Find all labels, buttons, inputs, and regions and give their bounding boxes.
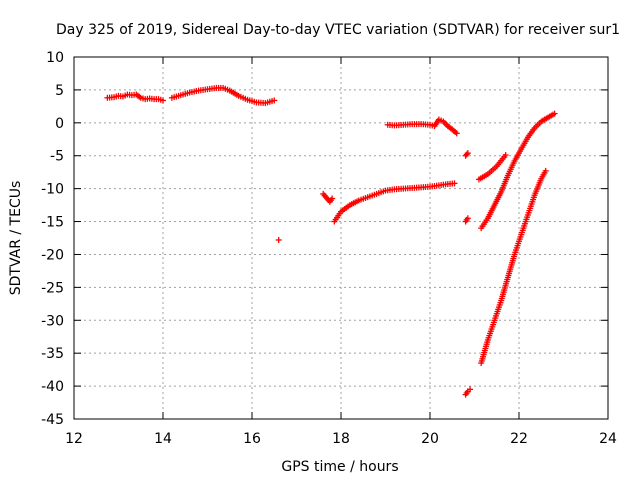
y-axis-label: SDTVAR / TECUs (8, 181, 24, 296)
x-axis-label: GPS time / hours (281, 459, 398, 475)
x-tick-label: 24 (599, 431, 617, 447)
data-point (451, 180, 458, 187)
x-tick-labels: 12 14 16 18 20 22 24 (65, 431, 617, 447)
x-tick-label: 12 (65, 431, 83, 447)
data-point (463, 151, 470, 158)
data-point (271, 97, 278, 104)
y-tick-label: -35 (41, 346, 64, 362)
y-tick-label: -10 (41, 182, 64, 198)
y-tick-label: -45 (41, 412, 64, 428)
y-tick-label: -30 (41, 313, 64, 329)
data-point (464, 150, 471, 157)
data-point (329, 195, 336, 202)
data-point (502, 152, 509, 159)
chart-title: Day 325 of 2019, Sidereal Day-to-day VTE… (56, 22, 620, 38)
y-tick-label: -5 (50, 149, 64, 165)
y-tick-label: 10 (46, 50, 64, 66)
axis-ticks (73, 56, 609, 420)
data-point (467, 386, 474, 393)
x-tick-label: 22 (510, 431, 528, 447)
x-tick-label: 14 (154, 431, 172, 447)
y-tick-labels: 10 5 0 -5 -10 -15 -20 -25 -30 -35 -40 -45 (41, 50, 64, 428)
data-point (464, 215, 471, 222)
y-tick-label: 5 (55, 83, 64, 99)
data-point (542, 167, 549, 174)
data-point (275, 236, 282, 243)
y-tick-label: 0 (55, 116, 64, 132)
x-tick-label: 20 (421, 431, 439, 447)
x-tick-label: 18 (332, 431, 350, 447)
y-tick-label: -20 (41, 247, 64, 263)
y-tick-label: -40 (41, 379, 64, 395)
data-point (160, 97, 166, 104)
data-points (104, 84, 558, 398)
grid-lines (74, 57, 608, 419)
data-point (453, 130, 460, 137)
y-tick-label: -15 (41, 215, 64, 231)
y-tick-label: -25 (41, 280, 64, 296)
data-point (551, 110, 558, 117)
x-tick-label: 16 (243, 431, 261, 447)
